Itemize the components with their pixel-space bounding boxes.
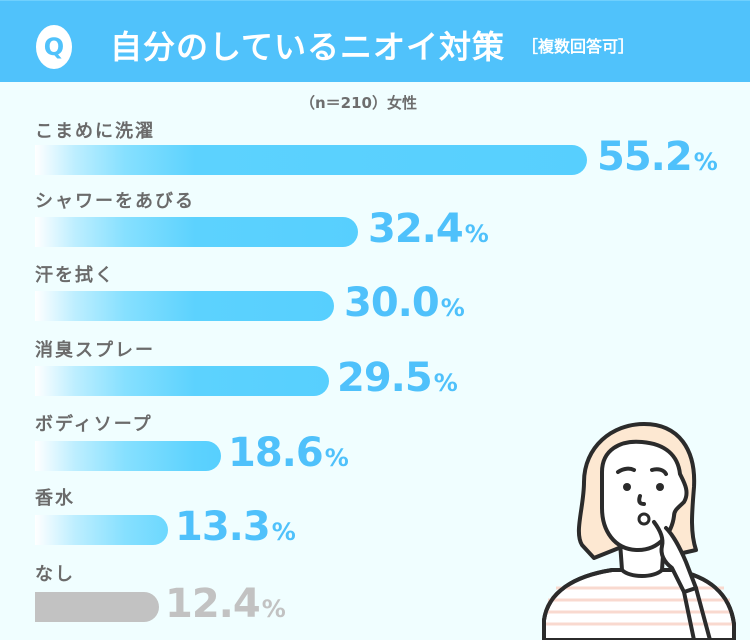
bar-value: 55.2% xyxy=(597,134,718,180)
bar xyxy=(35,366,329,396)
bar-value: 12.4% xyxy=(165,581,286,627)
multiple-answer-note: ［複数回答可］ xyxy=(522,37,635,56)
bar xyxy=(35,217,358,247)
bar-value: 32.4% xyxy=(368,206,489,252)
bar-label: こまめに洗濯 xyxy=(35,121,155,142)
bar-label: なし xyxy=(35,564,75,585)
q-badge-icon: Q xyxy=(36,25,72,69)
bar xyxy=(35,515,168,545)
bar-label: 消臭スプレー xyxy=(35,340,155,361)
bar xyxy=(35,291,334,321)
bar xyxy=(35,592,159,622)
bar-value: 29.5% xyxy=(337,355,458,401)
woman-thinking-icon xyxy=(534,412,750,640)
bar xyxy=(35,145,587,175)
sample-size-note: （n＝210）女性 xyxy=(300,94,417,112)
bar-value: 30.0% xyxy=(344,280,465,326)
bar-label: 汗を拭く xyxy=(35,265,115,286)
bar-label: 香水 xyxy=(35,488,75,509)
bar-label: シャワーをあびる xyxy=(35,191,195,212)
bar xyxy=(35,441,221,471)
bar-label: ボディソープ xyxy=(35,414,153,435)
bar-value: 18.6% xyxy=(228,430,349,476)
bar-value: 13.3% xyxy=(175,504,296,550)
chart-header: Q 自分のしているニオイ対策 ［複数回答可］ xyxy=(0,0,750,82)
chart-title: 自分のしているニオイ対策 xyxy=(110,28,506,66)
